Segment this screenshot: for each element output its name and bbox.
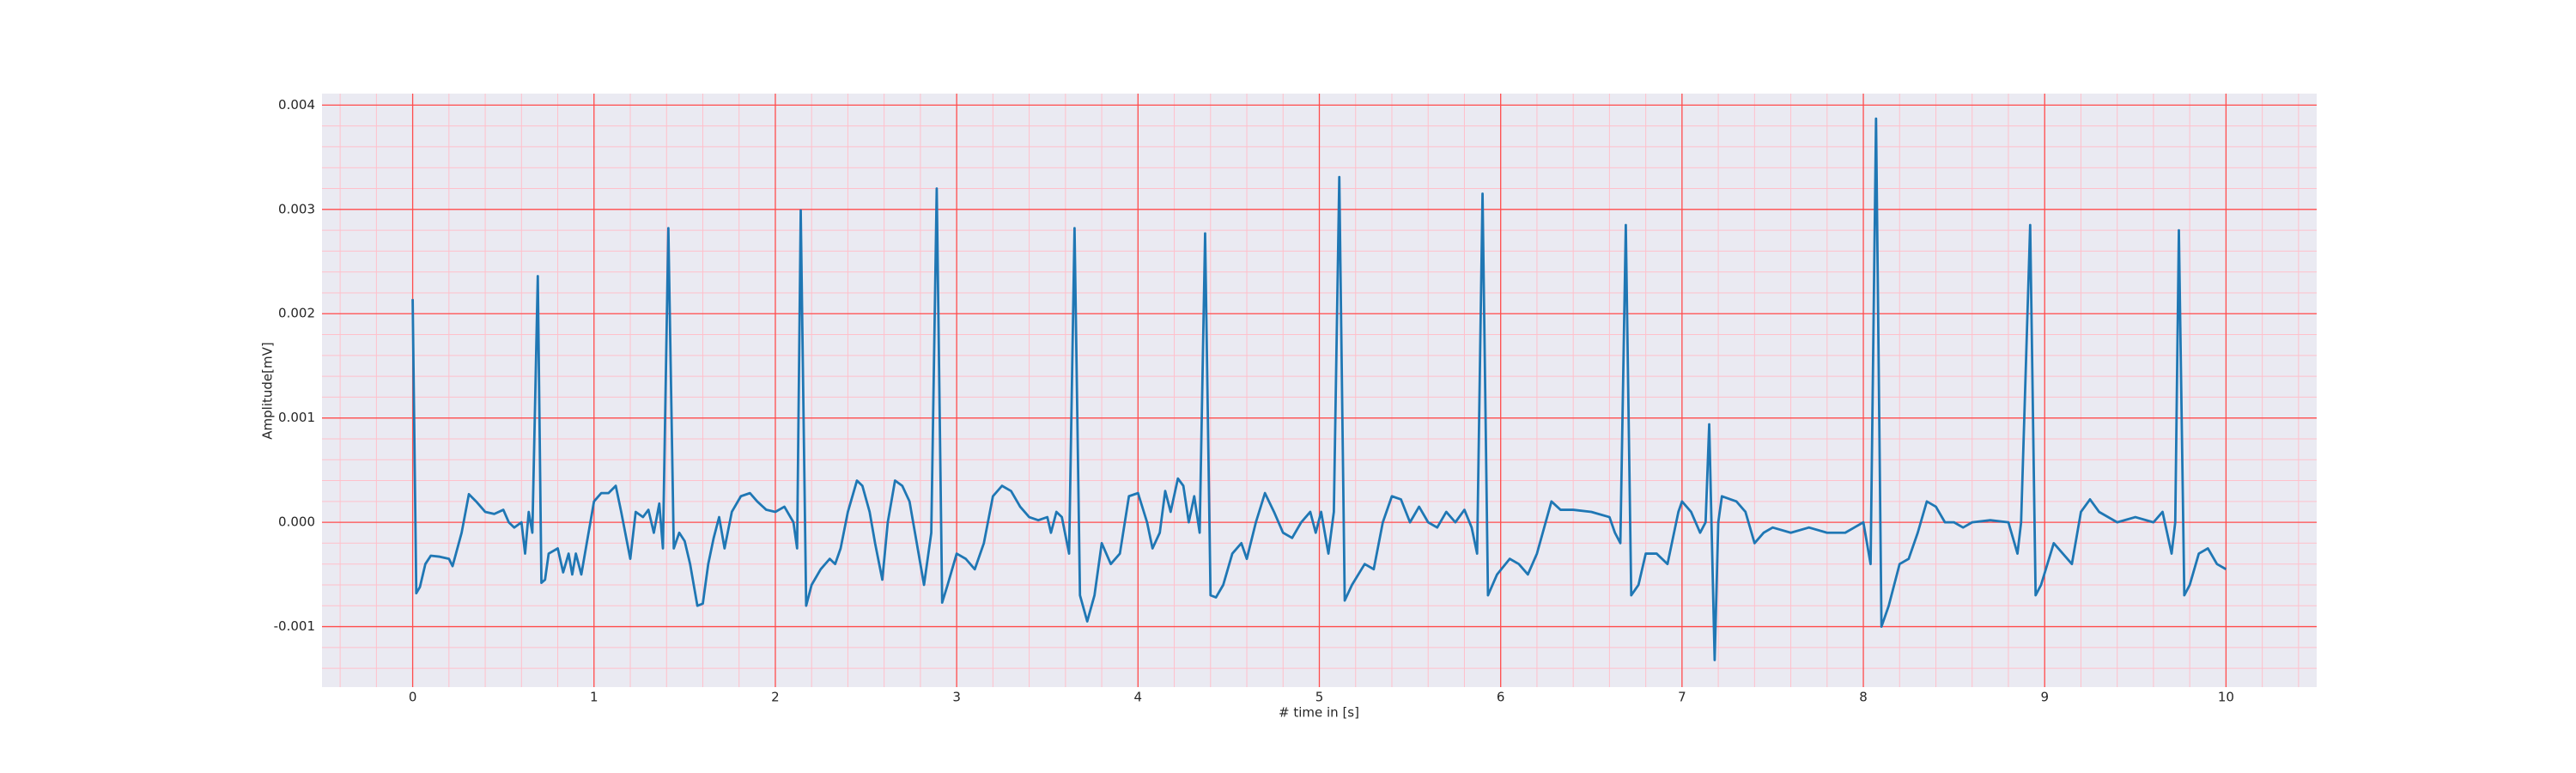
y-tick-label: 0.002 bbox=[278, 306, 315, 321]
signal-line bbox=[411, 117, 2227, 661]
y-axis-label: Amplitude[mV] bbox=[260, 342, 276, 439]
y-tick-label: 0.004 bbox=[278, 97, 315, 113]
x-tick-label: 10 bbox=[2218, 690, 2234, 705]
y-tick-label: -0.001 bbox=[274, 618, 315, 634]
x-tick-label: 9 bbox=[2040, 690, 2049, 705]
y-tick-label: 0.001 bbox=[278, 410, 315, 425]
x-tick-label: 5 bbox=[1315, 690, 1324, 705]
x-tick-label: 1 bbox=[590, 690, 598, 705]
x-tick-label: 8 bbox=[1859, 690, 1868, 705]
x-tick-label: 0 bbox=[409, 690, 417, 705]
x-tick-label: 4 bbox=[1134, 690, 1143, 705]
x-tick-label: 6 bbox=[1497, 690, 1505, 705]
y-tick-label: 0.000 bbox=[278, 514, 315, 530]
x-tick-label: 7 bbox=[1678, 690, 1686, 705]
x-tick-label: 2 bbox=[771, 690, 780, 705]
y-tick-label: 0.003 bbox=[278, 201, 315, 216]
x-tick-label: 3 bbox=[952, 690, 961, 705]
x-axis-label: # time in [s] bbox=[1279, 705, 1359, 721]
